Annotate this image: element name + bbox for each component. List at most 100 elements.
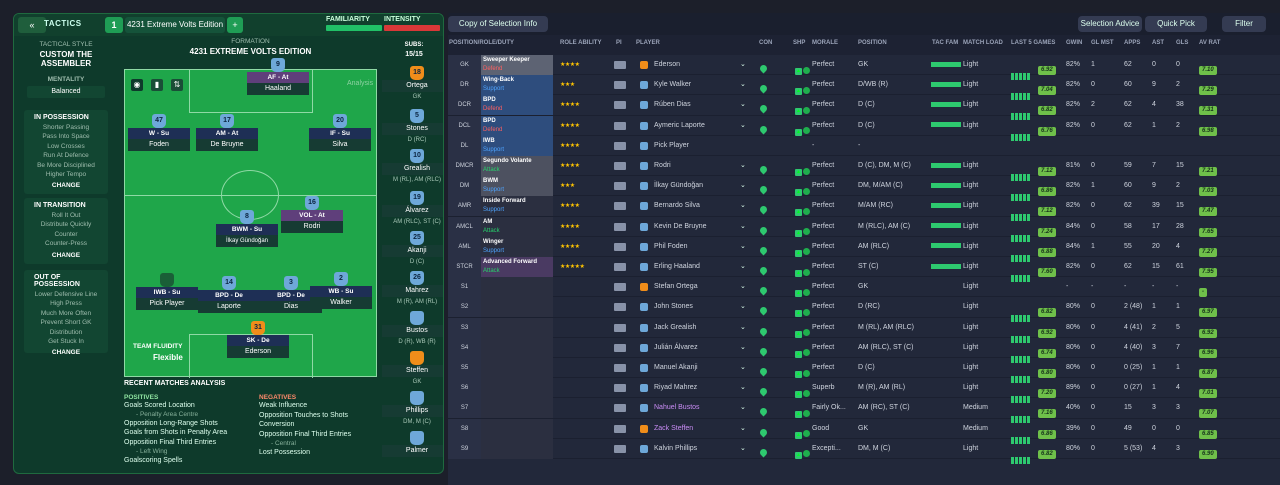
chevron-down-icon[interactable]: ⌄ <box>740 384 746 392</box>
chevron-down-icon[interactable]: ⌄ <box>740 242 746 250</box>
chevron-down-icon[interactable]: ⌄ <box>740 101 746 109</box>
role-cell[interactable]: AM Attack <box>481 216 553 237</box>
role-cell[interactable]: Sweeper Keeper Defend <box>481 55 553 75</box>
chevron-down-icon[interactable]: ⌄ <box>740 121 746 129</box>
player-name[interactable]: Erling Haaland <box>654 263 700 270</box>
position-cell[interactable]: DCL <box>448 115 481 136</box>
pitch-player-haaland[interactable]: 9 AF - At Haaland <box>247 58 309 95</box>
chevron-down-icon[interactable]: ⌄ <box>740 81 746 89</box>
stats-view-icon[interactable]: ▮ <box>151 79 163 91</box>
pi-icon[interactable] <box>614 263 626 271</box>
chevron-down-icon[interactable]: ⌄ <box>740 444 746 452</box>
sub-mahrez[interactable]: 26 Mahrez M (R), AM (RL) <box>382 271 443 307</box>
player-name[interactable]: Pick Player <box>654 141 690 149</box>
table-row[interactable]: DM BWM Support ★★★ İlkay Gündoğan Perfect DM, … <box>448 176 1280 202</box>
header-apps[interactable]: APPS <box>1124 40 1141 46</box>
player-name[interactable]: Julián Álvarez <box>654 343 698 351</box>
in-possession-box[interactable]: IN POSSESSION Shorter Passing Pass Into … <box>24 110 108 194</box>
player-name[interactable]: Aymeric Laporte <box>654 121 705 129</box>
pi-icon[interactable] <box>614 162 626 170</box>
selection-advice-button[interactable]: Selection Advice <box>1078 16 1142 32</box>
sub-grealish[interactable]: 10 Grealish M (RL), AM (RLC) <box>382 149 443 185</box>
header-morale[interactable]: MORALE <box>812 40 838 46</box>
chevron-down-icon[interactable]: ⌄ <box>740 323 746 331</box>
position-cell[interactable]: S8 <box>448 418 481 439</box>
analysis-title[interactable]: RECENT MATCHES ANALYSIS <box>124 380 226 387</box>
player-name[interactable]: Jack Grealish <box>654 323 697 331</box>
table-row[interactable]: AML Winger Support ★★★★ Phil Foden Perfect AM … <box>448 236 1280 262</box>
player-name[interactable]: Bernardo Silva <box>654 202 700 210</box>
pi-icon[interactable] <box>614 343 626 352</box>
player-name[interactable]: Manuel Akanji <box>654 364 698 371</box>
pi-icon[interactable] <box>614 384 626 393</box>
position-cell[interactable]: DMCR <box>448 156 481 176</box>
pitch-player-silva[interactable]: 20 IF - Su Silva <box>309 114 371 151</box>
player-name[interactable]: Zack Steffen <box>654 424 694 432</box>
position-cell[interactable]: GK <box>448 55 481 75</box>
chevron-down-icon[interactable]: ⌄ <box>740 182 746 190</box>
position-cell[interactable]: AMR <box>448 196 481 217</box>
sub-bustos[interactable]: Bustos D (R), WB (R) <box>382 311 443 347</box>
chevron-down-icon[interactable]: ⌄ <box>740 364 746 371</box>
pi-icon[interactable] <box>614 444 626 453</box>
player-name[interactable]: Nahuel Bustos <box>654 404 700 412</box>
pitch-player-gundogan[interactable]: 8 BWM - Su İlkay Gündoğan <box>216 210 278 247</box>
out-of-possession-box[interactable]: OUT OF POSSESSION Lower Defensive Line H… <box>24 270 108 356</box>
position-cell[interactable]: AML <box>448 236 481 257</box>
filter-button[interactable]: Filter <box>1222 16 1266 32</box>
role-cell[interactable]: BPD Defend <box>481 115 553 136</box>
table-row[interactable]: S6 Riyad Mahrez Superb M (R), AM (RL) Light 8… <box>448 378 1280 404</box>
chevron-down-icon[interactable]: ⌄ <box>740 343 746 351</box>
chevron-down-icon[interactable]: ⌄ <box>740 303 746 311</box>
role-cell[interactable]: Inside Forward Support <box>481 196 553 217</box>
sub-ortega[interactable]: 18 Ortega GK <box>382 66 443 102</box>
player-name[interactable]: Stefan Ortega <box>654 283 698 291</box>
header-gls[interactable]: GLS <box>1176 40 1189 46</box>
role-cell[interactable] <box>481 277 553 298</box>
role-cell[interactable]: IWB Support <box>481 135 553 156</box>
pi-icon[interactable] <box>614 182 626 191</box>
header-shp[interactable]: SHP <box>793 40 806 46</box>
player-name[interactable]: Kyle Walker <box>654 81 692 89</box>
player-name[interactable]: Phil Foden <box>654 242 688 250</box>
position-cell[interactable]: S3 <box>448 317 481 338</box>
header-gwin[interactable]: GWIN <box>1066 40 1083 46</box>
pitch-player-slot-dl[interactable]: IWB - Su Pick Player <box>136 273 198 310</box>
table-row[interactable]: S1 Stefan Ortega Perfect GK Light - - - - - ▲ - ⌄ <box>448 277 1280 298</box>
table-row[interactable]: S4 Julián Álvarez Perfect AM (RLC), ST (C) L… <box>448 337 1280 363</box>
role-cell[interactable] <box>481 317 553 338</box>
pi-icon[interactable] <box>614 81 626 90</box>
pitch-player-ederson[interactable]: 31 SK - De Ederson <box>227 321 289 358</box>
position-cell[interactable]: S7 <box>448 398 481 419</box>
player-name[interactable]: İlkay Gündoğan <box>654 182 704 190</box>
position-cell[interactable]: STCR <box>448 257 481 277</box>
sub-steffen[interactable]: Steffen GK <box>382 351 443 387</box>
pi-icon[interactable] <box>614 242 626 251</box>
in-transition-box[interactable]: IN TRANSITION Roll It Out Distribute Qui… <box>24 198 108 264</box>
pi-icon[interactable] <box>614 61 626 69</box>
position-cell[interactable]: S9 <box>448 438 481 459</box>
table-row[interactable]: DL IWB Support ★★★★ Pick Player - - <box>448 135 1280 156</box>
header-role-ability[interactable]: ROLE ABILITY <box>560 40 602 46</box>
position-cell[interactable]: DM <box>448 176 481 197</box>
chevron-down-icon[interactable]: ⌄ <box>740 404 746 412</box>
table-row[interactable]: S7 Nahuel Bustos Fairly Ok... AM (RC), ST (… <box>448 398 1280 424</box>
role-cell[interactable] <box>481 438 553 459</box>
header-player[interactable]: PLAYER <box>636 40 660 46</box>
pi-icon[interactable] <box>614 101 626 110</box>
tactic-view-icon[interactable]: ◉ <box>131 79 143 91</box>
table-row[interactable]: S2 John Stones Perfect D (RC) Light 80% 0 2 (48… <box>448 297 1280 323</box>
role-cell[interactable]: BPD Defend <box>481 95 553 116</box>
table-row[interactable]: DMCR Segundo Volante Attack ★★★★ Rodri Perfec… <box>448 156 1280 181</box>
role-cell[interactable] <box>481 378 553 399</box>
pitch-player-foden[interactable]: 47 W - Su Foden <box>128 114 190 151</box>
back-button[interactable]: « <box>18 17 46 33</box>
analysis-toggle[interactable]: Analysis <box>347 80 374 87</box>
pi-icon[interactable] <box>614 303 626 312</box>
pi-icon[interactable] <box>614 202 626 211</box>
table-row[interactable]: S8 Zack Steffen Good GK Medium 39% 0 49 0 0 ▲ 6.86 6… <box>448 418 1280 444</box>
pi-icon[interactable] <box>614 283 626 292</box>
header-match-load[interactable]: MATCH LOAD <box>963 40 1003 46</box>
pitch-player-walker[interactable]: 2 WB - Su Walker <box>310 272 372 309</box>
player-name[interactable]: Ederson <box>654 61 681 68</box>
